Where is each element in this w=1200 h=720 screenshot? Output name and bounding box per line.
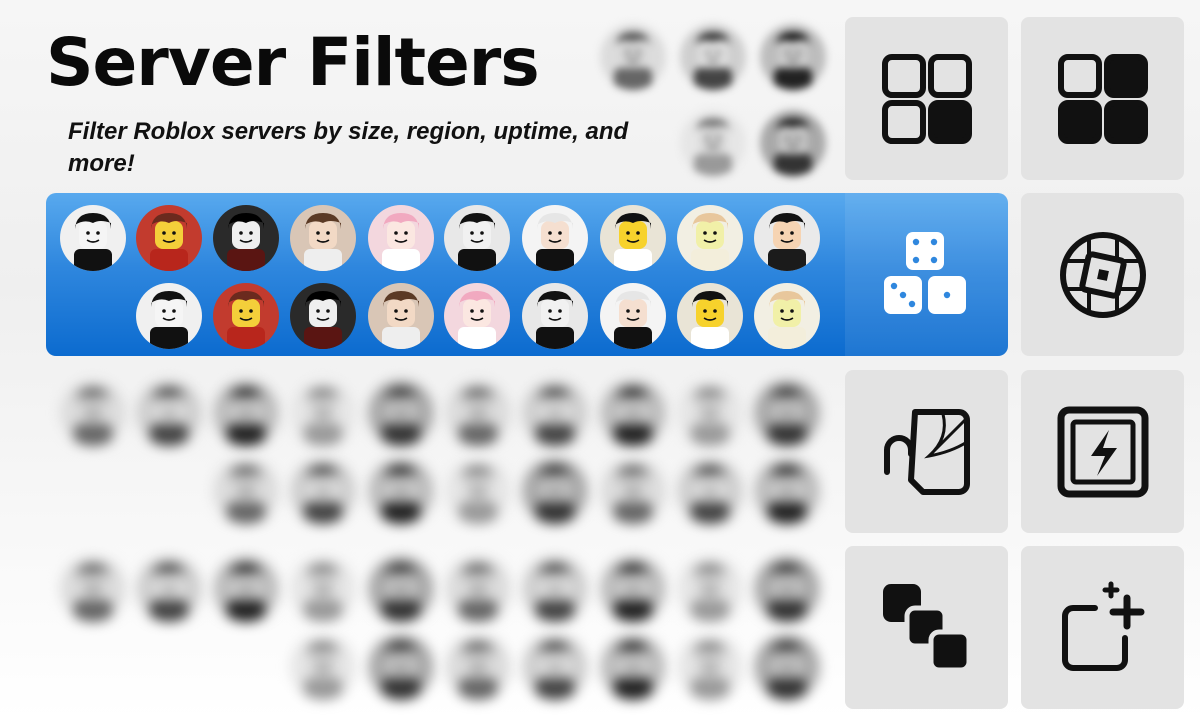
grid-partial-icon [881,53,972,144]
avatar [290,205,356,271]
filter-tile-stack[interactable] [845,546,1008,709]
avatar [368,634,434,700]
avatar [600,556,666,622]
avatar [213,458,279,524]
avatar [600,24,666,90]
lightning-bolt-icon [1057,406,1148,497]
avatar [600,205,666,271]
avatar [754,556,820,622]
grid-filled-icon [1057,53,1148,144]
avatar [754,634,820,700]
avatar [60,380,126,446]
avatar [136,205,202,271]
avatar [136,556,202,622]
avatar [368,556,434,622]
avatar [522,283,588,349]
avatar [60,556,126,622]
avatar [522,458,588,524]
avatar [213,205,279,271]
avatar [445,458,511,524]
avatar [444,283,510,349]
avatar [368,205,434,271]
avatar [677,380,743,446]
active-filter-tile[interactable] [845,193,1008,356]
avatar [677,556,743,622]
square-sparkle-plus-icon [1061,581,1144,671]
active-filter-banner[interactable] [46,193,1008,356]
avatar [754,458,820,524]
avatar [600,634,666,700]
globe-roblox-icon [1059,231,1146,318]
avatar [677,634,743,700]
stacked-squares-icon [882,583,971,672]
avatar [760,24,826,90]
avatar [680,110,746,176]
avatar [136,283,202,349]
dice-icon [884,232,966,314]
avatar [444,205,510,271]
avatar [754,380,820,446]
avatar [213,380,279,446]
avatar [368,283,434,349]
filter-tile-grid-partial[interactable] [845,17,1008,180]
avatar [677,283,743,349]
avatar [290,380,356,446]
avatar [445,380,511,446]
avatar [213,556,279,622]
avatar [368,458,434,524]
avatar [445,556,511,622]
avatar [600,380,666,446]
avatar [754,283,820,349]
avatar [290,458,356,524]
avatar [368,380,434,446]
avatar [760,110,826,176]
avatar [136,380,202,446]
avatar [213,283,279,349]
avatar [680,24,746,90]
avatar [290,283,356,349]
page-title: Server Filters [46,24,540,101]
avatar [677,458,743,524]
avatar [60,205,126,271]
avatar [522,205,588,271]
filter-tile-region[interactable] [1021,193,1184,356]
avatar [290,556,356,622]
filter-tile-grid-filled[interactable] [1021,17,1184,180]
avatar [290,634,356,700]
avatar [600,283,666,349]
avatar [445,634,511,700]
avatar [522,380,588,446]
page-subtitle: Filter Roblox servers by size, region, u… [68,118,629,177]
avatar [600,458,666,524]
avatar [754,205,820,271]
filter-tile-performance[interactable] [1021,370,1184,533]
filter-tile-new[interactable] [1021,546,1184,709]
filter-tile-seasonal[interactable] [845,370,1008,533]
avatar [522,634,588,700]
halloween-cane-web-icon [883,408,970,495]
avatar [677,205,743,271]
avatar [522,556,588,622]
